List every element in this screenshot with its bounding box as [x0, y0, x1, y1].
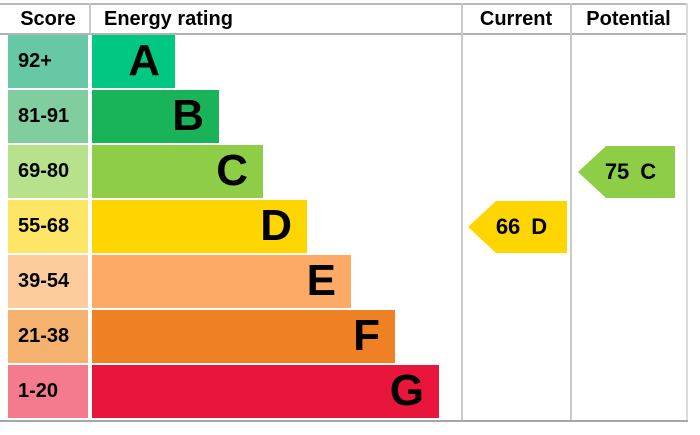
band-row: 39-54 E	[0, 255, 688, 310]
divider-score-energy	[89, 3, 91, 34]
band-letter: G	[389, 366, 424, 415]
band-letter: F	[353, 311, 380, 360]
bottom-border-line	[0, 420, 688, 422]
band-score-range: 55-68	[8, 200, 88, 253]
band-letter: C	[216, 146, 248, 195]
band-row: 92+ A	[0, 35, 688, 90]
top-border-line	[0, 3, 688, 5]
band-bar: E	[92, 255, 351, 308]
rating-bands: 92+ A 81-91 B 69-80 C 55-68 D 39-54	[0, 35, 688, 420]
band-score-range: 21-38	[8, 310, 88, 363]
band-row: 21-38 F	[0, 310, 688, 365]
divider-energy-current	[461, 3, 463, 421]
band-bar: D	[92, 200, 307, 253]
band-letter: E	[306, 256, 336, 305]
divider-current-potential	[570, 3, 572, 421]
band-row: 1-20 G	[0, 365, 688, 420]
header-underline	[0, 33, 688, 35]
band-letter: A	[128, 36, 160, 85]
band-score-range: 39-54	[8, 255, 88, 308]
current-rating-band: D	[531, 214, 548, 239]
band-score-range: 92+	[8, 35, 88, 88]
potential-rating-value: 75	[604, 159, 630, 184]
band-bar: F	[92, 310, 395, 363]
right-border-line	[686, 3, 688, 421]
band-score-range: 1-20	[8, 365, 88, 418]
band-letter: B	[172, 91, 204, 140]
band-score-range: 81-91	[8, 90, 88, 143]
band-bar: G	[92, 365, 439, 418]
band-bar: A	[92, 35, 175, 88]
band-score-range: 69-80	[8, 145, 88, 198]
band-bar: C	[92, 145, 263, 198]
header-current: Current	[479, 8, 553, 30]
band-bar: B	[92, 90, 219, 143]
potential-rating-band: C	[640, 159, 657, 184]
header-score: Score	[20, 8, 76, 30]
band-letter: D	[260, 201, 292, 250]
header-energy-rating: Energy rating	[104, 8, 233, 30]
band-row: 69-80 C	[0, 145, 688, 200]
band-row: 81-91 B	[0, 90, 688, 145]
header-potential: Potential	[586, 8, 671, 30]
band-row: 55-68 D	[0, 200, 688, 255]
current-rating-value: 66	[495, 214, 521, 239]
